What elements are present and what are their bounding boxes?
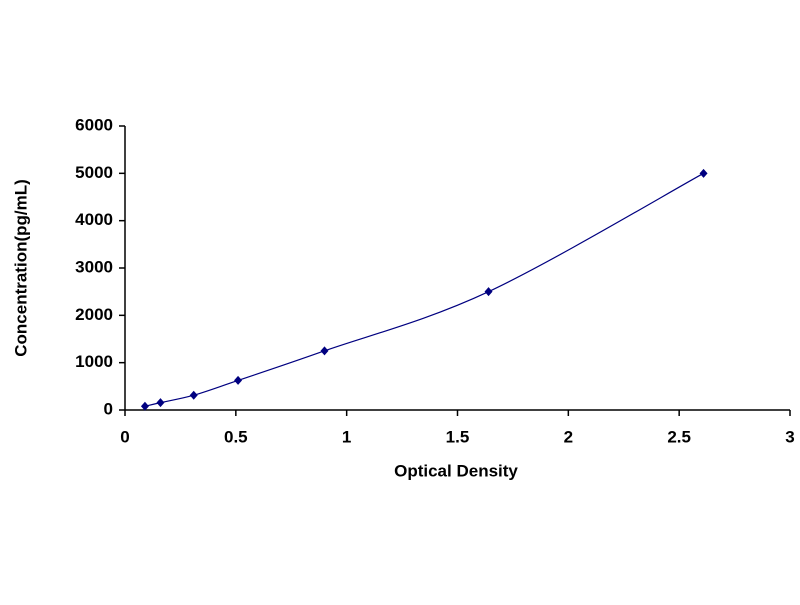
data-point (234, 375, 243, 385)
x-tick-label: 3 (785, 427, 794, 446)
data-point (699, 168, 708, 178)
x-tick-label: 0 (120, 427, 129, 446)
x-axis-label: Optical Density (394, 461, 518, 480)
y-tick-label: 6000 (75, 115, 113, 134)
x-tick-label: 2 (564, 427, 573, 446)
y-tick-label: 2000 (75, 305, 113, 324)
y-tick-label: 1000 (75, 352, 113, 371)
data-point (140, 401, 149, 411)
data-point (484, 287, 493, 297)
data-point (156, 398, 165, 408)
y-tick-label: 5000 (75, 163, 113, 182)
x-tick-label: 1.5 (446, 427, 470, 446)
x-tick-label: 2.5 (667, 427, 691, 446)
x-tick-label: 0.5 (224, 427, 248, 446)
y-axis-label: Concentration(pg/mL) (11, 179, 30, 357)
fit-curve (144, 172, 704, 407)
x-tick-label: 1 (342, 427, 351, 446)
y-tick-label: 0 (104, 399, 113, 418)
data-point (320, 346, 329, 356)
y-tick-label: 3000 (75, 257, 113, 276)
y-tick-label: 4000 (75, 210, 113, 229)
data-point (189, 390, 198, 400)
